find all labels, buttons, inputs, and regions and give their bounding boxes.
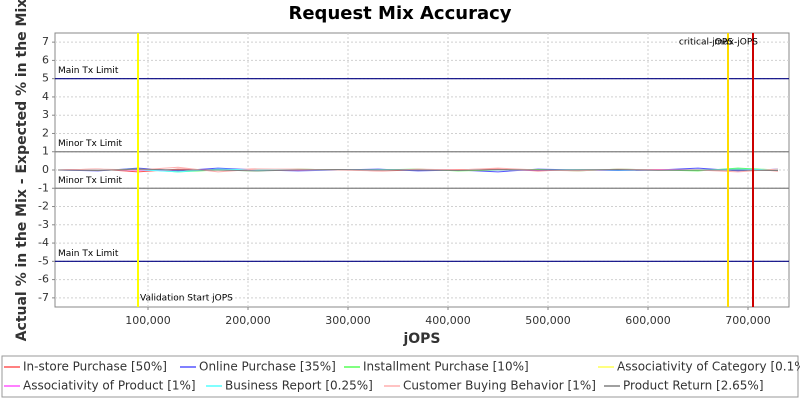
marker-label: Validation Start jOPS [140,294,233,304]
legend-label: Customer Buying Behavior [1%] [403,379,596,393]
y-tick-label: -5 [38,254,49,267]
legend-label: Associativity of Product [1%] [23,379,196,393]
y-tick-label: 3 [42,108,49,121]
x-axis-label: jOPS [402,331,440,347]
y-axis-label: Actual % in the Mix - Expected % in the … [14,0,30,341]
legend-label: Product Return [2.65%] [623,379,764,393]
chart-title: Request Mix Accuracy [288,3,511,24]
y-tick-label: 6 [42,53,49,66]
x-tick-label: 600,000 [625,314,671,327]
y-tick-label: 4 [42,90,49,103]
legend-label: In-store Purchase [50%] [23,360,167,374]
x-tick-label: 400,000 [425,314,471,327]
limit-label: Minor Tx Limit [58,176,123,186]
x-tick-label: 700,000 [725,314,771,327]
x-tick-label: 500,000 [525,314,571,327]
y-tick-label: 0 [42,163,49,176]
legend-label: Installment Purchase [10%] [363,360,529,374]
x-tick-label: 100,000 [125,314,171,327]
y-tick-label: 5 [42,72,49,85]
y-tick-label: -1 [38,181,49,194]
limit-label: Main Tx Limit [58,66,119,76]
limit-label: Main Tx Limit [58,249,119,259]
x-tick-label: 200,000 [225,314,271,327]
x-tick-label: 300,000 [325,314,371,327]
legend-label: Business Report [0.25%] [225,379,373,393]
limit-label: Minor Tx Limit [58,139,123,149]
y-tick-label: 2 [42,126,49,139]
marker-label: critical-jOPS [679,38,733,48]
y-tick-label: -2 [38,200,49,213]
y-tick-label: 7 [42,35,49,48]
y-tick-label: 1 [42,145,49,158]
legend-label: Online Purchase [35%] [199,360,336,374]
y-tick-label: -3 [38,218,49,231]
y-tick-label: -7 [38,291,49,304]
series-line [57,168,779,172]
legend-box [1,355,799,398]
y-tick-label: -4 [38,236,49,249]
marker-label: max-jOPS [714,38,758,48]
legend-label: Associativity of Category [0.1%] [617,360,800,374]
y-tick-label: -6 [38,273,49,286]
